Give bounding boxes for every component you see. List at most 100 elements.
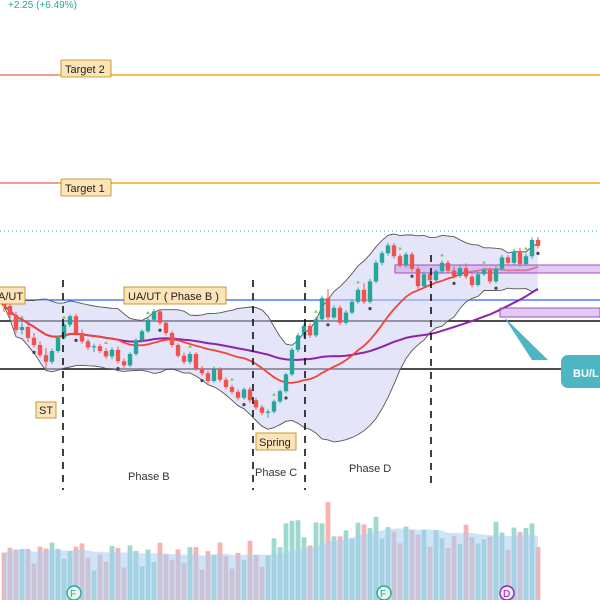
demand-zone-box bbox=[499, 307, 600, 318]
candle-body bbox=[241, 389, 247, 398]
candle bbox=[55, 335, 61, 353]
candle-body bbox=[475, 274, 481, 285]
event-d-text: D bbox=[503, 589, 510, 600]
event-marker-f2[interactable]: F bbox=[376, 585, 392, 601]
bu-lps-callout[interactable]: BU/L bbox=[504, 317, 600, 388]
candle-body bbox=[115, 349, 121, 362]
sma-fast-line bbox=[3, 266, 539, 384]
candle bbox=[313, 316, 319, 338]
candle-body bbox=[349, 301, 355, 313]
candle-body bbox=[529, 240, 535, 257]
low-marker bbox=[494, 286, 498, 290]
candle-body bbox=[181, 355, 187, 362]
candle-body bbox=[127, 354, 133, 366]
candle-body bbox=[85, 341, 91, 348]
low-marker bbox=[200, 379, 204, 383]
candle-body bbox=[355, 289, 361, 302]
st-label[interactable]: ST bbox=[35, 401, 57, 419]
candle-body bbox=[61, 324, 67, 338]
candle-body bbox=[139, 331, 145, 341]
candle-body bbox=[325, 298, 331, 318]
candle-body bbox=[463, 268, 469, 277]
bollinger-upper-line bbox=[3, 233, 539, 346]
candle-body bbox=[223, 379, 229, 387]
candle-body bbox=[229, 387, 235, 392]
candle bbox=[181, 352, 187, 365]
high-marker bbox=[482, 260, 486, 264]
ua-ut-left-text: A/UT bbox=[0, 291, 23, 303]
candle bbox=[355, 287, 361, 304]
spring-label[interactable]: Spring bbox=[255, 432, 297, 451]
high-marker bbox=[188, 344, 192, 348]
candle-body bbox=[187, 354, 193, 362]
candle-body bbox=[499, 257, 505, 269]
candle-body bbox=[7, 306, 13, 315]
candle bbox=[325, 289, 331, 320]
candle-body bbox=[157, 311, 163, 323]
phase-b-text: Phase B bbox=[128, 471, 170, 483]
candle bbox=[235, 389, 241, 401]
candle-body bbox=[427, 274, 433, 281]
candle-body bbox=[43, 355, 49, 362]
candle-body bbox=[313, 319, 319, 336]
candle bbox=[37, 341, 43, 358]
callout-body bbox=[561, 355, 600, 388]
candle bbox=[421, 271, 427, 288]
candle bbox=[109, 347, 115, 360]
low-marker bbox=[284, 396, 288, 400]
ua-ut-left-label[interactable]: A/UT bbox=[0, 286, 26, 305]
high-marker bbox=[356, 280, 360, 284]
candle bbox=[499, 255, 505, 271]
candle bbox=[439, 260, 445, 274]
candle bbox=[505, 255, 511, 266]
target-1-label[interactable]: Target 1 bbox=[60, 178, 112, 197]
candle-body bbox=[523, 256, 529, 264]
volume-ma-area bbox=[4, 528, 538, 600]
candle-body bbox=[535, 240, 541, 246]
candle-body bbox=[409, 254, 415, 269]
candle bbox=[157, 309, 163, 326]
candle bbox=[49, 348, 55, 365]
candle-body bbox=[265, 411, 271, 413]
candle bbox=[145, 318, 151, 333]
candle-body bbox=[121, 361, 127, 366]
candle-body bbox=[217, 369, 223, 380]
phase-d-text: Phase D bbox=[349, 463, 391, 475]
candle bbox=[331, 305, 337, 320]
candle-body bbox=[253, 400, 259, 408]
candle-body bbox=[91, 346, 97, 348]
candle-body bbox=[109, 349, 115, 357]
candle bbox=[451, 267, 457, 279]
candle bbox=[343, 310, 349, 325]
price-change-readout: +2.25 (+6.49%) bbox=[8, 0, 77, 11]
candle bbox=[103, 348, 109, 359]
candle bbox=[409, 252, 415, 272]
phase-c-text: Phase C bbox=[255, 467, 297, 479]
candle-body bbox=[493, 268, 499, 282]
candle bbox=[31, 333, 37, 348]
event-marker-d[interactable]: D bbox=[499, 585, 515, 601]
low-marker bbox=[536, 251, 540, 255]
high-marker bbox=[104, 341, 108, 344]
candle-body bbox=[175, 345, 181, 356]
candle bbox=[247, 387, 253, 403]
candle bbox=[469, 274, 475, 288]
candle-body bbox=[295, 335, 301, 350]
ua-ut-phase-b-text: UA/UT ( Phase B ) bbox=[128, 291, 219, 303]
target-2-label[interactable]: Target 2 bbox=[60, 59, 112, 78]
candle bbox=[25, 324, 31, 342]
event-marker-f1[interactable]: F bbox=[66, 585, 82, 601]
candle bbox=[169, 330, 175, 348]
high-marker bbox=[146, 311, 150, 314]
candle bbox=[85, 339, 91, 350]
candle-body bbox=[13, 315, 19, 330]
candle bbox=[133, 338, 139, 356]
ua-ut-phase-b-label[interactable]: UA/UT ( Phase B ) bbox=[123, 286, 227, 305]
candle bbox=[445, 260, 451, 273]
callout-pointer bbox=[504, 317, 548, 360]
candle bbox=[97, 343, 103, 354]
candle bbox=[379, 250, 385, 266]
moving-averages-layer bbox=[3, 266, 539, 384]
